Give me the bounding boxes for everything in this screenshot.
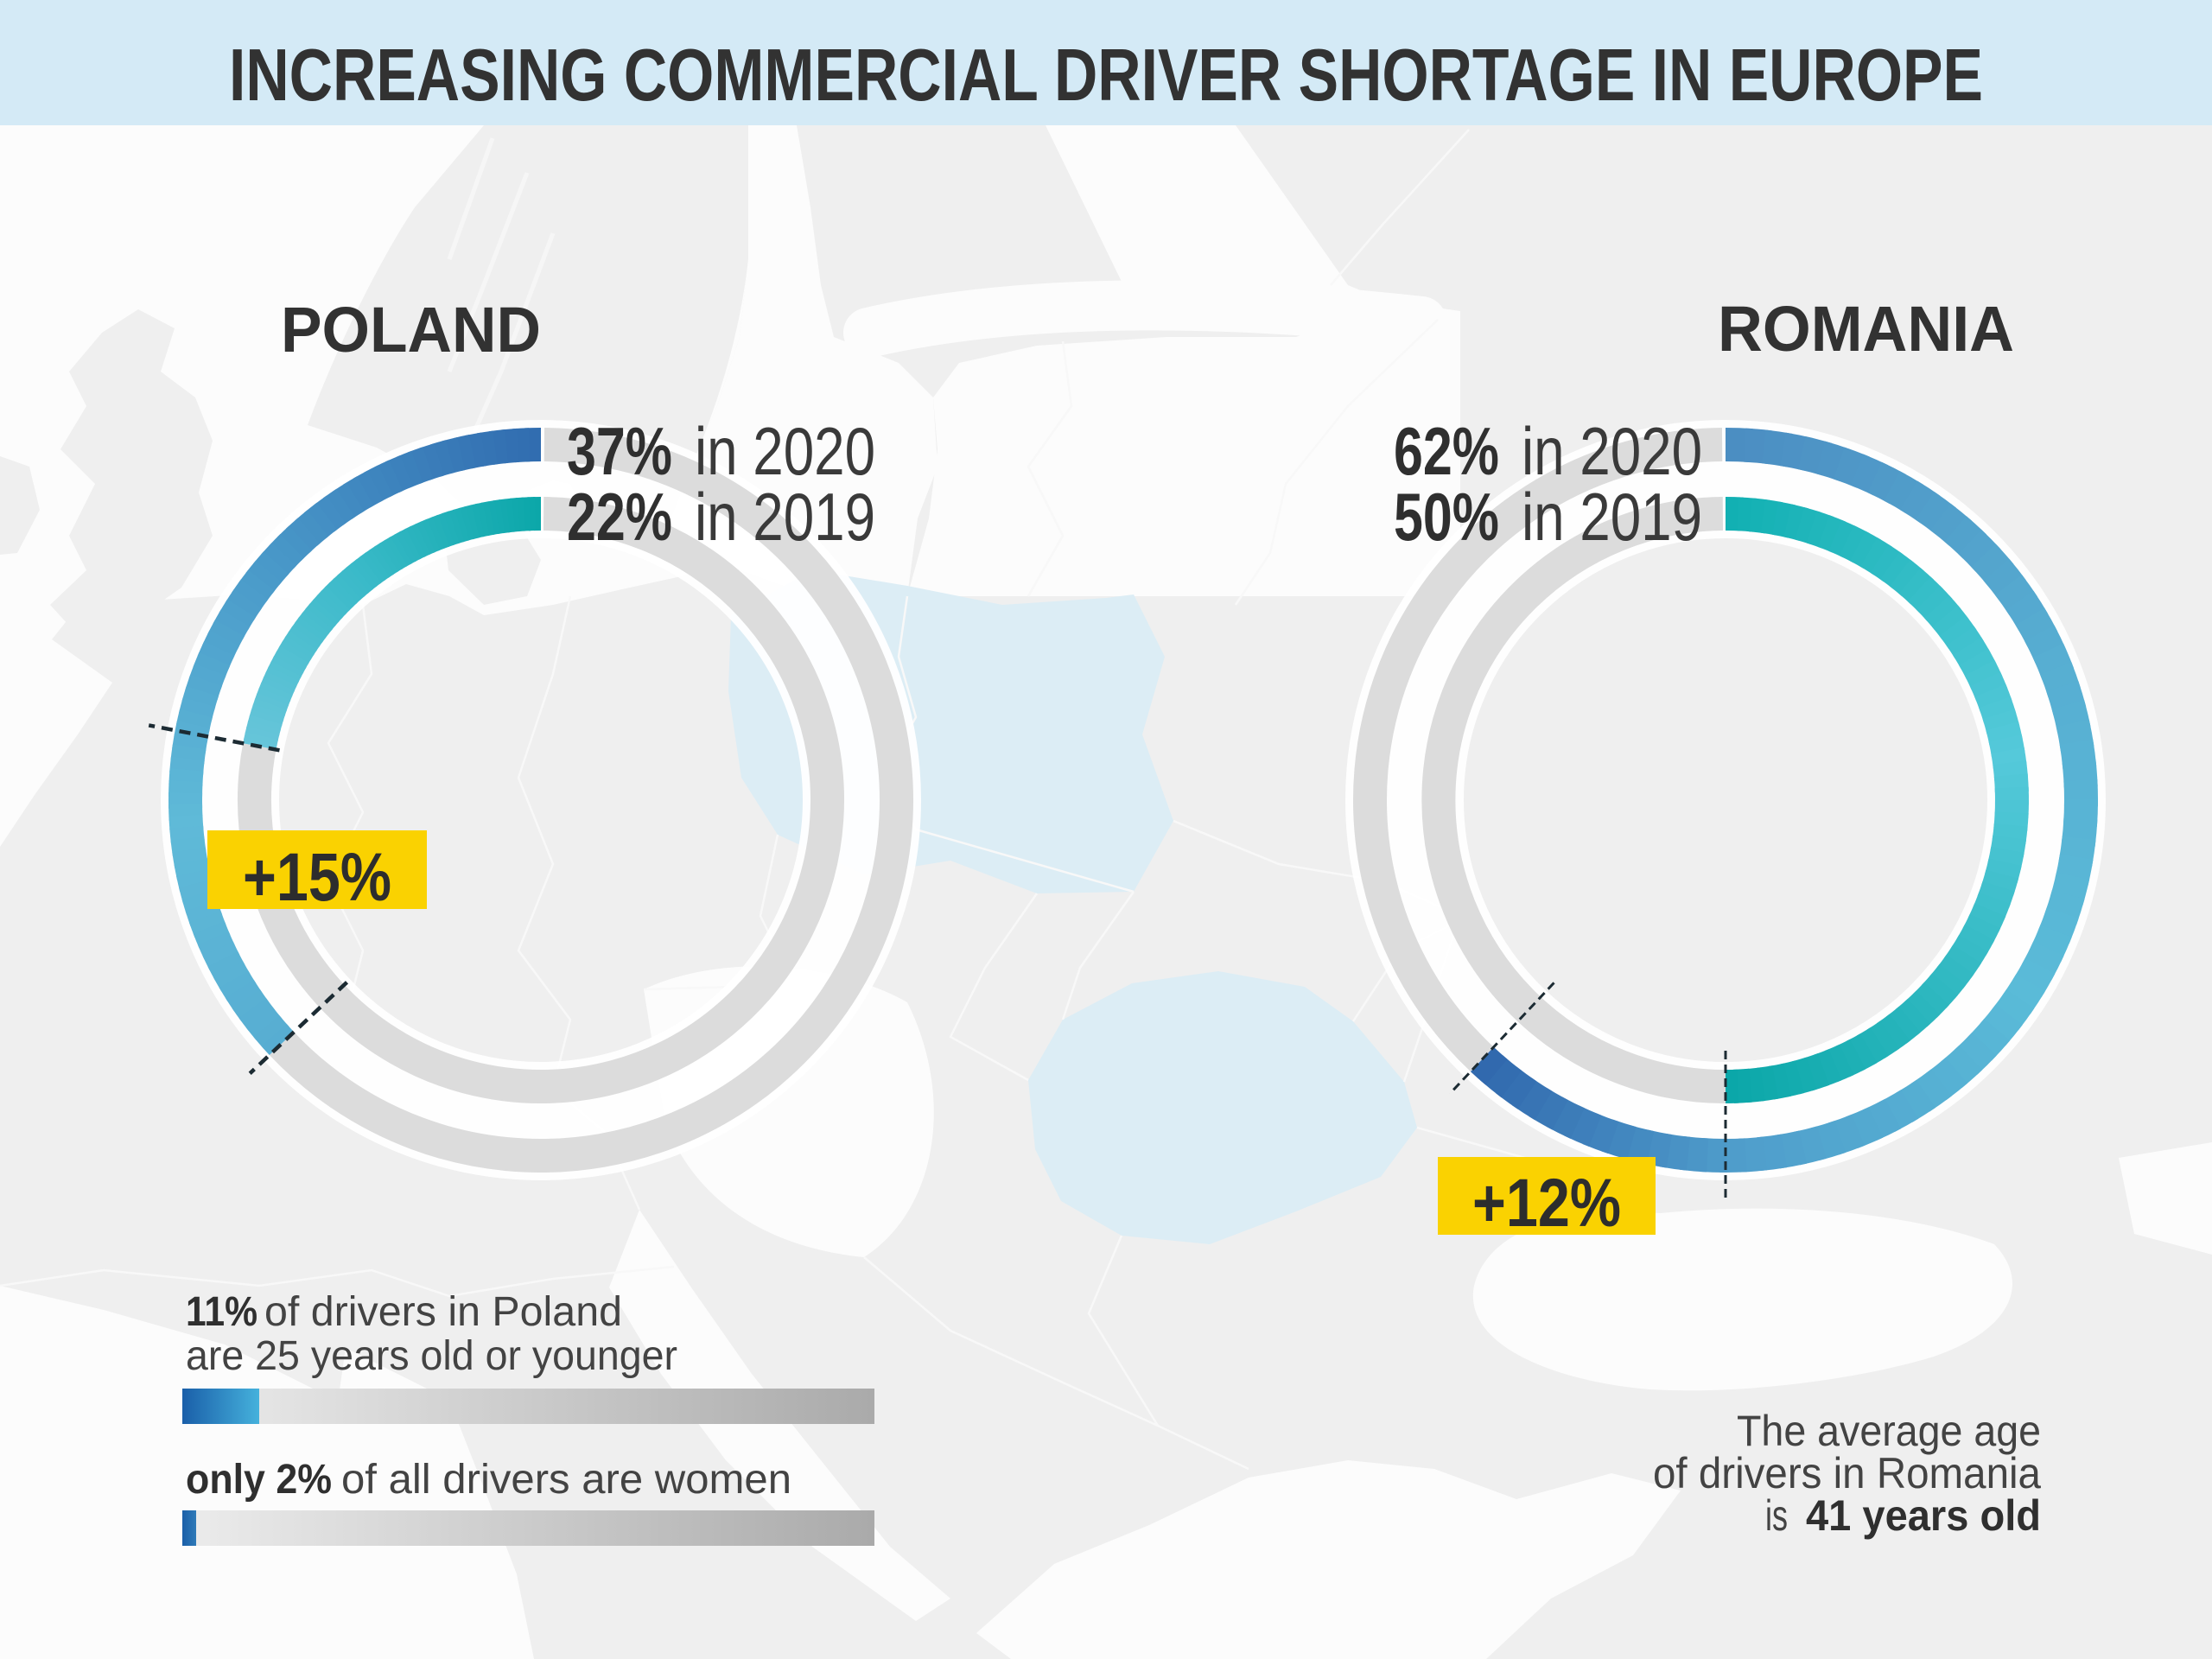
svg-text:22%: 22%: [567, 479, 672, 555]
svg-text:ROMANIA: ROMANIA: [1718, 293, 2014, 365]
svg-text:in 2020: in 2020: [695, 413, 875, 489]
svg-text:of drivers in Poland: of drivers in Poland: [264, 1289, 622, 1335]
svg-text:of drivers in Romania: of drivers in Romania: [1653, 1449, 2041, 1497]
svg-text:in 2019: in 2019: [1522, 479, 1702, 555]
svg-text:in 2020: in 2020: [1522, 413, 1702, 489]
svg-text:50%: 50%: [1394, 479, 1499, 555]
svg-text:are 25 years old or younger: are 25 years old or younger: [186, 1333, 677, 1379]
svg-text:41 years old: 41 years old: [1806, 1491, 2041, 1540]
svg-text:of all drivers are women: of all drivers are women: [341, 1457, 791, 1503]
svg-text:62%: 62%: [1394, 413, 1499, 489]
svg-text:+15%: +15%: [243, 838, 391, 915]
svg-text:+12%: +12%: [1472, 1164, 1621, 1241]
svg-text:in 2019: in 2019: [695, 479, 875, 555]
svg-text:37%: 37%: [567, 413, 672, 489]
svg-text:POLAND: POLAND: [281, 294, 541, 365]
svg-text:INCREASING COMMERCIAL DRIVER S: INCREASING COMMERCIAL DRIVER SHORTAGE IN…: [229, 35, 1983, 117]
svg-text:is: is: [1765, 1491, 1788, 1540]
svg-text:The average age: The average age: [1737, 1407, 2041, 1455]
svg-text:only 2%: only 2%: [186, 1457, 332, 1503]
svg-text:11%: 11%: [186, 1289, 257, 1335]
